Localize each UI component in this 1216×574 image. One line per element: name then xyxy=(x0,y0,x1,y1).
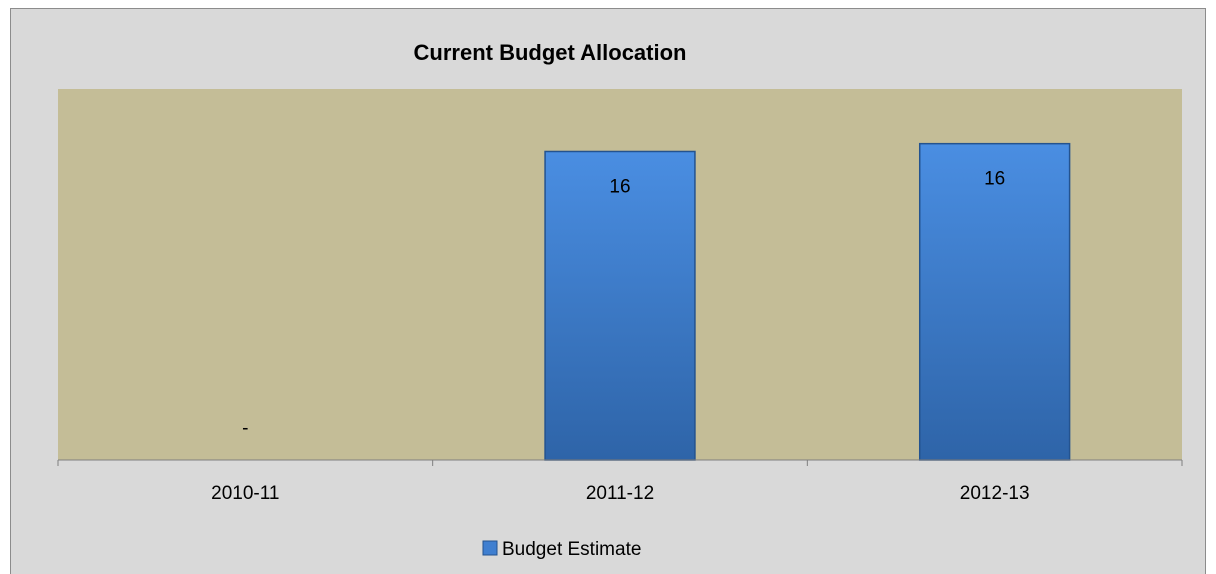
data-label: - xyxy=(242,418,248,439)
data-label: 16 xyxy=(984,169,1005,190)
chart-title: Current Budget Allocation xyxy=(414,40,687,65)
x-tick-label: 2010-11 xyxy=(211,483,279,504)
legend-swatch xyxy=(482,540,498,556)
bar xyxy=(918,142,1071,461)
legend: Budget Estimate xyxy=(482,539,641,560)
legend-label: Budget Estimate xyxy=(502,539,641,560)
data-label: 16 xyxy=(609,176,630,197)
bar xyxy=(544,150,696,461)
x-tick-label: 2011-12 xyxy=(586,483,654,504)
x-tick-label: 2012-13 xyxy=(960,483,1030,504)
